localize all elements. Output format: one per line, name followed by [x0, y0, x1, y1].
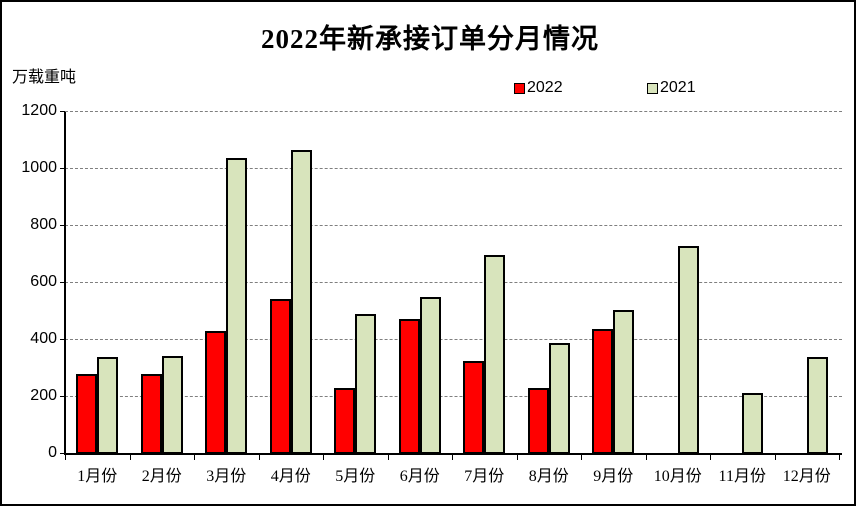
- y-axis-tick: [60, 282, 65, 283]
- gridline-800: [65, 225, 842, 226]
- bar-2021-4月份: [290, 150, 312, 454]
- x-axis-tick: [65, 455, 66, 460]
- bar-2021-7月份: [484, 254, 506, 454]
- bar-2021-6月份: [419, 297, 441, 454]
- x-tick-label-4月份: 4月份: [270, 468, 311, 485]
- x-axis-tick: [645, 455, 647, 460]
- chart-border-frame: [0, 0, 856, 506]
- x-axis-tick: [387, 455, 389, 460]
- y-axis-tick: [60, 396, 65, 397]
- bar-2022-8月份: [527, 388, 549, 454]
- y-axis-tick: [60, 225, 65, 226]
- bar-2021-8月份: [548, 342, 570, 454]
- x-axis-tick: [710, 455, 711, 460]
- y-tick-label: 800: [30, 216, 57, 233]
- gridline-200: [65, 396, 842, 397]
- legend-swatch-2021-icon: [647, 82, 658, 94]
- x-tick-label-2月份: 2月份: [141, 468, 182, 485]
- legend-item-2021: 2021: [647, 79, 696, 97]
- bar-2022-3月份: [205, 331, 227, 454]
- x-tick-label-9月份: 9月份: [593, 468, 634, 485]
- bar-2022-6月份: [398, 318, 420, 454]
- gridline-400: [65, 339, 842, 340]
- bar-2021-3月份: [226, 157, 248, 454]
- y-tick-label: 400: [30, 330, 57, 347]
- x-axis-tick: [452, 455, 453, 460]
- x-axis-tick: [323, 455, 324, 460]
- bar-2022-2月份: [140, 374, 162, 454]
- y-axis-line: [64, 112, 66, 454]
- x-tick-label-12月份: 12月份: [782, 468, 831, 485]
- bar-2021-1月份: [97, 357, 119, 454]
- bar-2022-5月份: [334, 388, 356, 454]
- y-tick-label: 600: [30, 273, 57, 290]
- y-tick-label: 1200: [21, 102, 57, 119]
- gridline-600: [65, 282, 842, 283]
- x-tick-label-6月份: 6月份: [399, 468, 440, 485]
- x-axis-line: [64, 453, 842, 455]
- x-axis-tick: [258, 455, 260, 460]
- bar-2021-10月份: [677, 245, 699, 454]
- y-axis-tick: [60, 339, 65, 340]
- x-tick-label-5月份: 5月份: [335, 468, 376, 485]
- x-tick-label-1月份: 1月份: [77, 468, 118, 485]
- legend-item-2022: 2022: [514, 79, 563, 97]
- x-axis-tick: [516, 455, 518, 460]
- y-tick-label: 1000: [21, 159, 57, 176]
- x-tick-label-3月份: 3月份: [206, 468, 247, 485]
- x-tick-label-11月份: 11月份: [718, 468, 766, 485]
- bar-2022-7月份: [463, 361, 485, 454]
- y-axis-unit-label: 万载重吨: [12, 69, 77, 86]
- x-tick-label-8月份: 8月份: [528, 468, 569, 485]
- legend-label-2022: 2022: [527, 79, 563, 96]
- bar-2021-5月份: [355, 314, 377, 454]
- x-tick-label-10月份: 10月份: [653, 468, 702, 485]
- x-axis-tick: [839, 455, 840, 460]
- gridline-1000: [65, 168, 842, 169]
- y-axis-tick: [60, 168, 65, 169]
- bar-2021-12月份: [806, 357, 828, 454]
- legend-swatch-2022-icon: [514, 82, 525, 94]
- bar-2022-4月份: [269, 298, 291, 454]
- x-axis-tick: [774, 455, 776, 460]
- x-axis-tick: [129, 455, 131, 460]
- bar-2021-11月份: [742, 392, 764, 454]
- y-axis-tick: [60, 453, 65, 454]
- bar-2022-9月份: [592, 328, 614, 454]
- y-axis-tick: [60, 111, 65, 112]
- x-axis-tick: [581, 455, 582, 460]
- y-tick-label: 0: [48, 444, 57, 461]
- gridline-1200: [65, 111, 842, 112]
- bar-2021-9月份: [613, 310, 635, 454]
- bar-2022-1月份: [76, 374, 98, 454]
- x-axis-tick: [194, 455, 195, 460]
- x-tick-label-7月份: 7月份: [464, 468, 505, 485]
- y-tick-label: 200: [30, 387, 57, 404]
- legend-label-2021: 2021: [660, 79, 696, 96]
- chart-title: 2022年新承接订单分月情况: [261, 24, 599, 54]
- bar-2021-2月份: [161, 355, 183, 454]
